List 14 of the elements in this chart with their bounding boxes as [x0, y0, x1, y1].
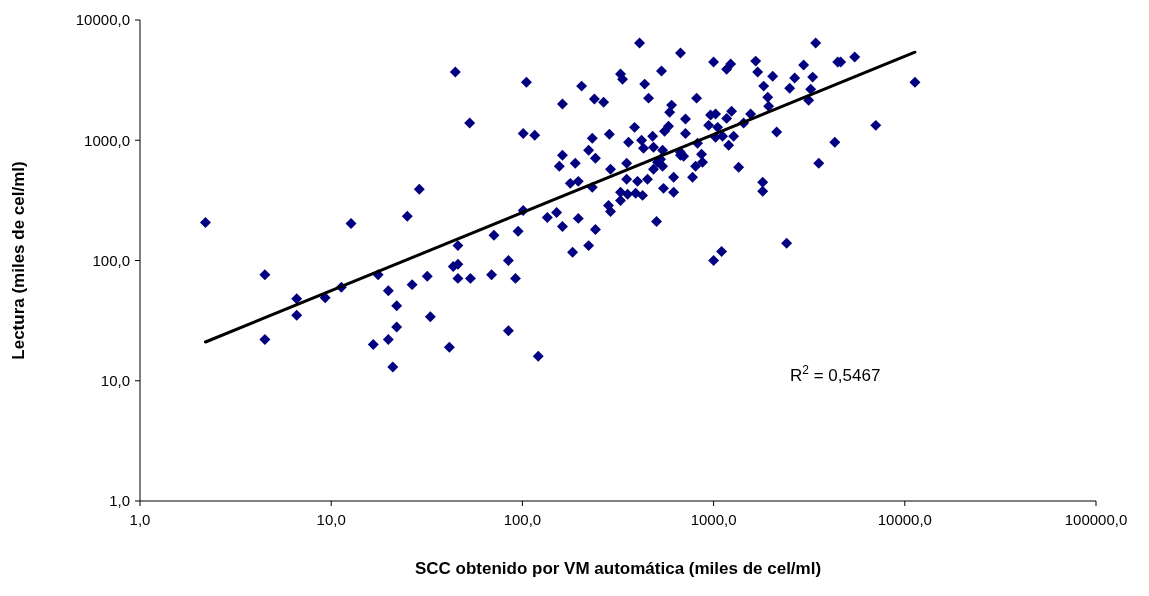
y-tick-label: 10,0 — [100, 372, 130, 389]
x-axis-title: SCC obtenido por VM automática (miles de cel/ml) — [414, 559, 822, 578]
y-tick-label: 1000,0 — [84, 131, 130, 149]
x-tick-label: 10,0 — [316, 511, 346, 528]
x-tick-label: 1000,0 — [690, 511, 737, 528]
y-tick-label: 100,0 — [92, 251, 130, 269]
x-tick-label: 100000,0 — [1064, 511, 1128, 528]
y-tick-label: 10000,0 — [75, 11, 130, 29]
x-tick-label: 100,0 — [503, 511, 542, 528]
y-axis-title: Lectura (miles de cel/ml) — [9, 161, 28, 360]
x-tick-label: 1,0 — [129, 511, 151, 528]
x-tick-label: 10000,0 — [877, 511, 932, 528]
annotation: R$^{2}$ = 0,5467 — [790, 362, 881, 385]
y-tick-label: 1,0 — [109, 492, 130, 510]
